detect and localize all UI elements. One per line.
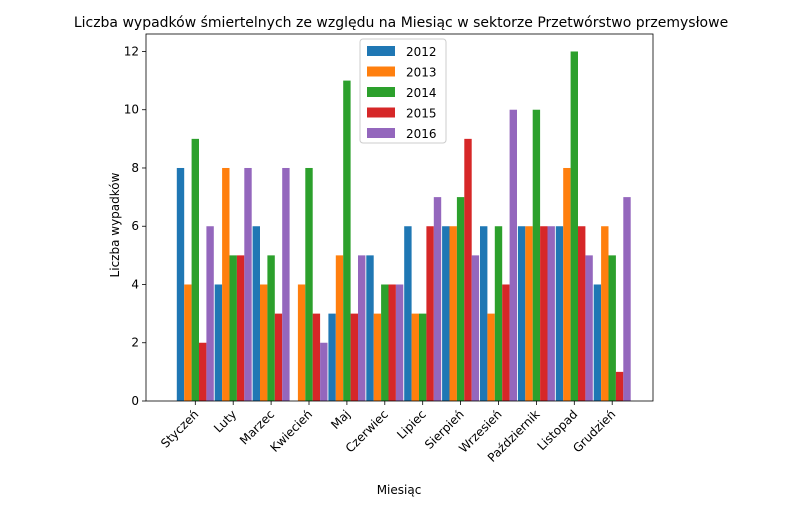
bar-2012-Sierpień (442, 226, 450, 401)
bar-2014-Grudzień (608, 255, 616, 401)
bar-2014-Styczeń (191, 138, 199, 402)
bar-2013-Październik (525, 226, 533, 401)
bar-2013-Listopad (563, 167, 571, 401)
bar-2013-Luty (222, 167, 230, 401)
bar-2015-Styczeń (199, 342, 207, 401)
bar-2014-Sierpień (456, 197, 465, 401)
bar-2013-Sierpień (449, 226, 457, 401)
bar-2015-Październik (540, 226, 548, 401)
bar-2015-Maj (350, 313, 358, 401)
x-tick-label-Lipiec: Lipiec (394, 407, 429, 442)
bar-2016-Lipiec (433, 197, 442, 401)
x-tick-label-Maj: Maj (328, 407, 353, 432)
bar-2014-Październik (532, 109, 541, 401)
bar-2013-Grudzień (601, 226, 609, 401)
bar-2016-Luty (244, 167, 252, 401)
bar-2016-Grudzień (623, 197, 631, 401)
x-axis-label: Miesiąc (377, 483, 422, 497)
bar-2013-Maj (335, 255, 344, 401)
bar-2016-Styczeń (206, 226, 214, 401)
plot-frame (145, 33, 654, 402)
chart-title: Liczba wypadków śmiertelnych ze względu … (74, 15, 728, 31)
legend-label-2013: 2013 (406, 66, 437, 80)
y-tick-label-10: 10 (124, 103, 139, 117)
bar-2012-Październik (517, 226, 526, 401)
bar-2012-Wrzesień (480, 226, 488, 401)
legend-swatch-2014 (367, 87, 395, 97)
x-tick-label-Kwiecień: Kwiecień (268, 407, 316, 455)
bars-group (176, 51, 631, 402)
bar-2012-Czerwiec (366, 255, 374, 401)
bar-2016-Kwiecień (320, 342, 328, 401)
bar-2014-Kwiecień (305, 167, 313, 401)
bar-2013-Styczeń (184, 284, 192, 401)
bar-2014-Czerwiec (381, 284, 389, 401)
bar-2012-Luty (214, 284, 223, 401)
bar-2013-Lipiec (411, 313, 419, 401)
y-tick-label-8: 8 (131, 161, 139, 175)
bar-2015-Grudzień (615, 371, 624, 401)
bar-2016-Wrzesień (509, 109, 517, 401)
bar-2016-Październik (547, 226, 555, 401)
bar-2012-Maj (328, 313, 336, 401)
bar-2014-Listopad (570, 51, 578, 401)
bar-2015-Listopad (578, 226, 586, 401)
bar-2012-Lipiec (404, 226, 412, 401)
legend-label-2015: 2015 (406, 107, 437, 121)
bar-2014-Maj (343, 80, 351, 401)
bar-2012-Listopad (555, 226, 564, 401)
bar-2012-Styczeń (176, 167, 185, 401)
bar-2015-Marzec (274, 313, 283, 401)
legend: 2012 2013 2014 2015 2016 (359, 38, 447, 144)
bar-2013-Czerwiec (373, 313, 382, 401)
bar-2014-Marzec (267, 255, 275, 401)
bar-2013-Marzec (260, 284, 268, 401)
bar-2016-Listopad (585, 255, 593, 401)
bar-2015-Wrzesień (502, 284, 510, 401)
bar-2015-Sierpień (464, 138, 472, 402)
x-tick-label-Luty: Luty (211, 407, 239, 435)
bar-2013-Kwiecień (297, 284, 306, 401)
bar-2014-Wrzesień (494, 226, 503, 401)
legend-swatch-2013 (367, 66, 395, 77)
bar-2013-Wrzesień (487, 313, 495, 401)
bar-2016-Maj (358, 255, 366, 401)
legend-swatch-2015 (367, 107, 395, 118)
legend-swatch-2016 (367, 128, 395, 138)
bar-2014-Lipiec (419, 313, 427, 401)
bar-2015-Czerwiec (388, 284, 396, 401)
bar-2015-Kwiecień (312, 313, 321, 401)
legend-label-2014: 2014 (406, 86, 437, 100)
y-tick-label-6: 6 (131, 219, 139, 233)
bar-2012-Grudzień (593, 284, 602, 401)
bar-2016-Czerwiec (395, 284, 404, 401)
y-tick-label-12: 12 (124, 44, 139, 58)
bar-2016-Marzec (282, 167, 290, 401)
x-tick-label-Styczeń: Styczeń (158, 407, 201, 450)
legend-label-2012: 2012 (406, 45, 437, 59)
y-axis-label: Liczba wypadków (108, 172, 122, 277)
legend-swatch-2012 (367, 46, 395, 56)
bar-2016-Sierpień (471, 255, 480, 401)
y-tick-label-0: 0 (131, 394, 139, 408)
bar-2014-Luty (229, 255, 237, 401)
y-tick-label-4: 4 (131, 277, 139, 291)
bar-2015-Luty (236, 255, 245, 401)
y-tick-label-2: 2 (131, 336, 139, 350)
bar-2012-Marzec (252, 226, 260, 401)
bar-2015-Lipiec (426, 226, 434, 401)
legend-label-2016: 2016 (406, 127, 437, 141)
